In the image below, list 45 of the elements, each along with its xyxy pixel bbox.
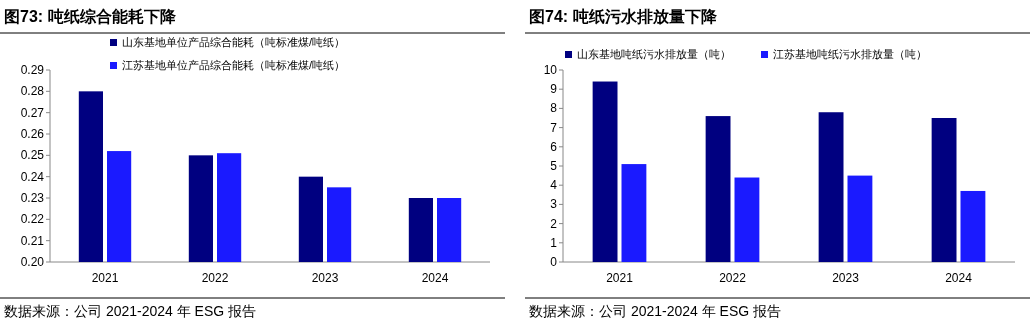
y-tick-label: 0.24 [20,169,45,184]
bar [734,177,760,262]
bar [847,175,873,262]
bar [818,112,844,262]
legend-label: 山东基地吨纸污水排放量（吨） [577,48,731,60]
y-tick-label: 0.27 [20,105,45,120]
y-tick-label: 3 [550,197,558,212]
legend-label: 江苏基地单位产品综合能耗（吨标准煤/吨纸） [122,59,346,71]
y-tick-label: 5 [550,159,558,173]
x-tick-label: 2021 [606,271,634,285]
y-tick-label: 9 [550,82,558,97]
bar [621,164,647,262]
x-tick-label: 2023 [832,271,860,285]
y-tick-label: 0.26 [20,127,45,141]
y-tick-label: 6 [550,139,558,154]
y-tick-label: 7 [550,120,558,135]
bar [592,81,618,262]
y-tick-label: 8 [550,101,558,116]
legend-label: 江苏基地吨纸污水排放量（吨） [773,48,927,60]
bar [931,118,957,262]
y-tick-label: 0.20 [20,255,45,269]
chart-title: 图74: 吨纸污水排放量下降 [529,8,718,25]
x-tick-label: 2021 [91,271,119,285]
bar [705,116,731,262]
y-tick-label: 10 [543,63,558,77]
x-tick-label: 2023 [311,271,339,285]
x-tick-label: 2024 [945,271,973,285]
x-tick-label: 2022 [719,271,747,285]
bar [960,190,986,262]
y-tick-label: 0 [550,255,558,269]
chart-title: 图73: 吨纸综合能耗下降 [4,8,177,25]
y-tick-label: 1 [550,235,558,250]
y-tick-label: 0.29 [20,63,45,77]
source-note: 数据来源：公司 2021-2024 年 ESG 报告 [529,303,782,319]
y-tick-label: 0.23 [20,191,45,205]
x-tick-label: 2024 [421,271,449,285]
y-tick-label: 0.21 [20,233,45,248]
source-note: 数据来源：公司 2021-2024 年 ESG 报告 [4,303,257,319]
y-tick-label: 2 [550,216,558,231]
y-tick-label: 4 [550,178,558,193]
y-tick-label: 0.25 [20,148,45,163]
y-tick-label: 0.28 [20,84,45,99]
legend-label: 山东基地单位产品综合能耗（吨标准煤/吨纸） [122,36,346,48]
x-tick-label: 2022 [201,271,229,285]
y-tick-label: 0.22 [20,212,45,227]
